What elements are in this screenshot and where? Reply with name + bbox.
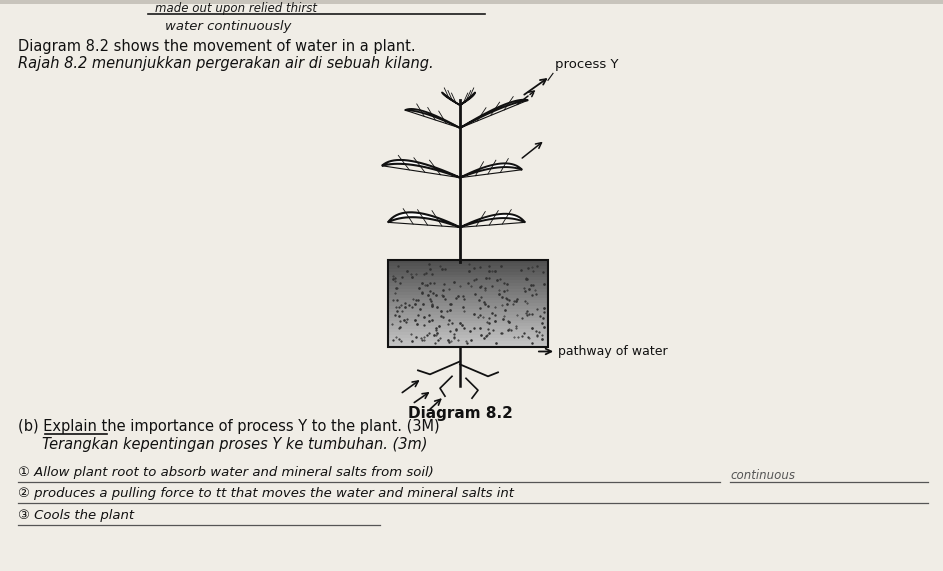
Bar <box>388 317 548 321</box>
Text: ① Allow plant root to absorb water and mineral salts from soil): ① Allow plant root to absorb water and m… <box>18 465 434 478</box>
Text: Diagram 8.2: Diagram 8.2 <box>407 406 512 421</box>
Bar <box>388 324 548 327</box>
Text: Rajah 8.2 menunjukkan pergerakan air di sebuah kilang.: Rajah 8.2 menunjukkan pergerakan air di … <box>18 57 434 71</box>
Text: process Y: process Y <box>555 58 619 71</box>
Bar <box>388 300 548 304</box>
Text: ② produces a pulling force to tt that moves the water and mineral salts int: ② produces a pulling force to tt that mo… <box>18 488 514 501</box>
Bar <box>388 260 548 264</box>
Text: water continuously: water continuously <box>165 19 291 33</box>
Bar <box>388 286 548 290</box>
Polygon shape <box>382 160 460 178</box>
Bar <box>388 266 548 270</box>
Bar <box>388 263 548 267</box>
Bar <box>388 292 548 296</box>
Bar <box>388 306 548 310</box>
Bar <box>388 309 548 313</box>
Polygon shape <box>460 163 522 178</box>
Bar <box>388 329 548 333</box>
Bar <box>388 341 548 345</box>
Bar <box>388 278 548 282</box>
Bar <box>388 269 548 272</box>
Polygon shape <box>460 100 528 128</box>
Bar <box>388 272 548 275</box>
Bar <box>388 297 548 301</box>
Polygon shape <box>460 214 525 227</box>
Polygon shape <box>442 93 460 105</box>
Text: pathway of water: pathway of water <box>558 345 668 359</box>
Bar <box>388 275 548 279</box>
Bar <box>388 320 548 324</box>
Bar <box>388 344 548 348</box>
Bar <box>388 338 548 342</box>
Text: Terangkan kepentingan proses Y ke tumbuhan. (3m): Terangkan kepentingan proses Y ke tumbuh… <box>42 437 427 452</box>
Bar <box>388 283 548 287</box>
Text: ③ Cools the plant: ③ Cools the plant <box>18 509 134 522</box>
Text: (b) Explain the importance of process Y to the plant. (3M): (b) Explain the importance of process Y … <box>18 419 439 434</box>
Bar <box>388 289 548 293</box>
Bar <box>388 295 548 299</box>
Polygon shape <box>460 93 475 105</box>
Polygon shape <box>405 109 460 128</box>
Bar <box>388 315 548 319</box>
Polygon shape <box>388 212 460 227</box>
Bar <box>388 280 548 284</box>
Bar <box>388 312 548 316</box>
Bar <box>388 332 548 336</box>
Bar <box>388 303 548 307</box>
Text: Diagram 8.2 shows the movement of water in a plant.: Diagram 8.2 shows the movement of water … <box>18 38 416 54</box>
Bar <box>388 260 548 347</box>
Text: continuous: continuous <box>730 469 795 481</box>
Bar <box>388 327 548 330</box>
Bar <box>388 335 548 339</box>
Text: made out upon relied thirst: made out upon relied thirst <box>155 2 317 15</box>
